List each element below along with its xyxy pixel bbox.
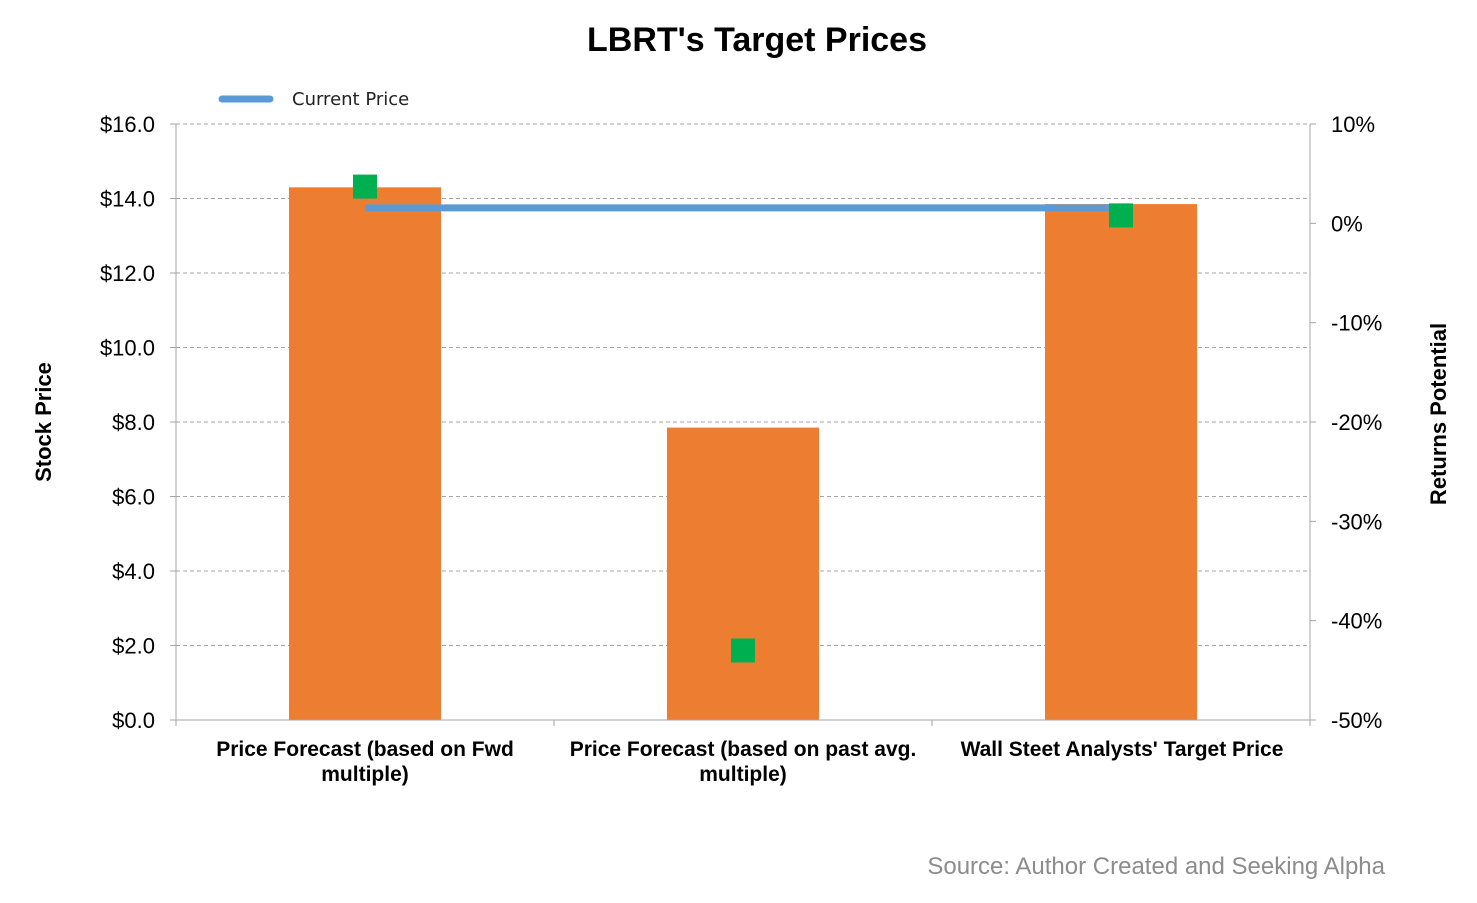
- y-tick-label: $8.0: [112, 410, 155, 435]
- y2-tick-label: 0%: [1331, 211, 1363, 236]
- bar: [1045, 204, 1197, 720]
- y2-tick-label: -30%: [1331, 509, 1382, 534]
- category-label: Price Forecast (based on past avg.: [570, 738, 917, 761]
- bar: [289, 187, 441, 720]
- category-labels: Price Forecast (based on Fwdmultiple)Pri…: [216, 738, 1283, 786]
- returns-markers: [353, 174, 1133, 663]
- y2-tick-label: -50%: [1331, 708, 1382, 733]
- y-tick-label: $6.0: [112, 485, 155, 510]
- y2-axis-ticks: -50% -40% -30% -20% -10% 0% 10%: [1331, 112, 1382, 733]
- returns-marker: [731, 638, 755, 663]
- y2-tick-label: -10%: [1331, 311, 1382, 336]
- y-tick-label: $2.0: [112, 634, 155, 659]
- y-tick-label: $0.0: [112, 708, 155, 733]
- source-note: Source: Author Created and Seeking Alpha: [927, 853, 1385, 880]
- bar: [667, 427, 819, 720]
- returns-marker: [353, 174, 377, 199]
- y-tick-label: $16.0: [100, 112, 155, 137]
- y-tick-label: $4.0: [112, 559, 155, 584]
- legend: Current Price: [218, 89, 409, 110]
- y2-tick-label: 10%: [1331, 112, 1375, 137]
- y-tick-label: $10.0: [100, 336, 155, 361]
- y-axis-title: Stock Price: [31, 362, 56, 482]
- y2-tick-label: -20%: [1331, 410, 1382, 435]
- category-label: multiple): [699, 763, 787, 786]
- returns-marker: [1109, 203, 1133, 228]
- category-label: multiple): [321, 763, 409, 786]
- category-label: Wall Steet Analysts' Target Price: [961, 738, 1284, 761]
- y2-axis-title: Returns Potential: [1426, 323, 1451, 505]
- axes: [170, 123, 1316, 726]
- category-label: Price Forecast (based on Fwd: [216, 738, 514, 761]
- y2-tick-label: -40%: [1331, 609, 1382, 634]
- chart-title: LBRT's Target Prices: [587, 21, 927, 59]
- legend-current-price-label: Current Price: [292, 89, 409, 110]
- bars: [289, 187, 1197, 720]
- y-axis-ticks: $0.0 $2.0 $4.0 $6.0 $8.0 $10.0 $12.0 $14.0 $16.0: [100, 112, 155, 733]
- y-tick-label: $12.0: [100, 261, 155, 286]
- y-tick-label: $14.0: [100, 187, 155, 212]
